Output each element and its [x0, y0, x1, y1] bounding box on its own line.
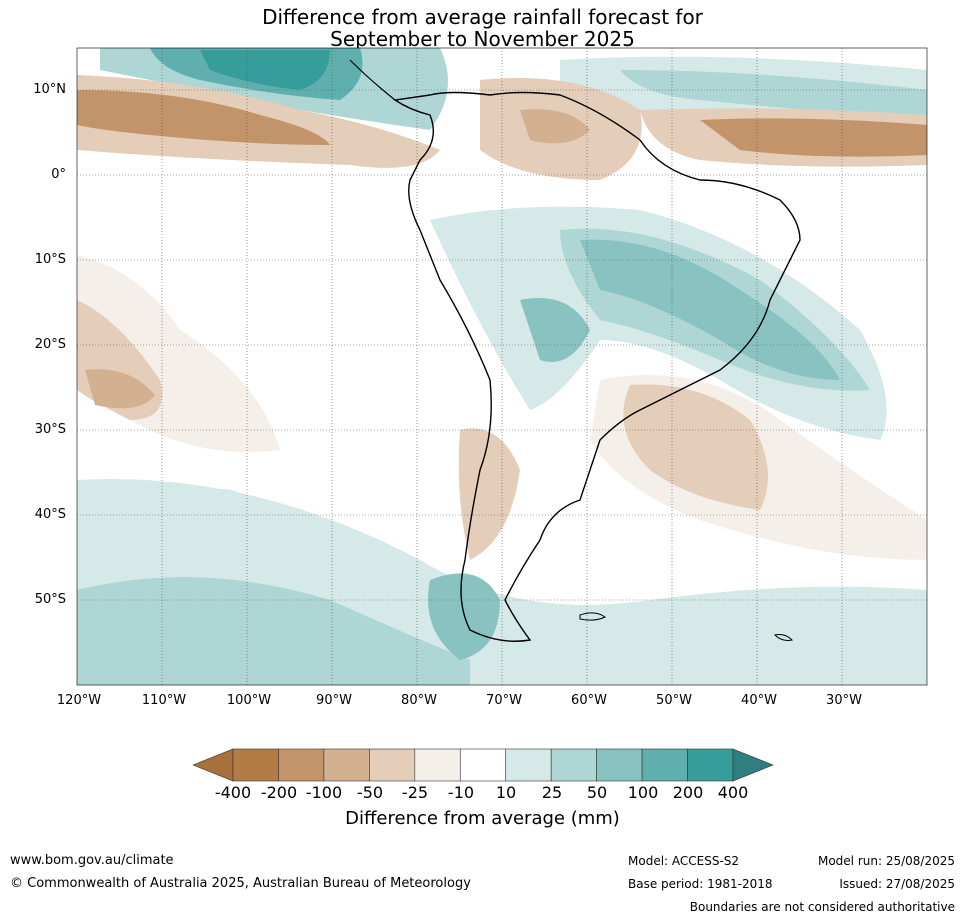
lat-label: 30°S	[34, 422, 66, 437]
footer-copyright: © Commonwealth of Australia 2025, Austra…	[10, 876, 471, 891]
colorbar-label: 25	[541, 783, 563, 802]
colorbar-label: -10	[447, 783, 475, 802]
colorbar-cell	[414, 748, 461, 782]
lat-label: 50°S	[34, 592, 66, 607]
colorbar-title: Difference from average (mm)	[345, 808, 620, 829]
anomaly-fields	[77, 48, 927, 685]
lon-label: 70°W	[486, 693, 522, 708]
footer-disclaimer: Boundaries are not considered authoritat…	[689, 900, 955, 914]
colorbar-label: -400	[214, 783, 252, 802]
map-frame	[76, 47, 928, 686]
footer-base-period: Base period: 1981-2018	[628, 877, 773, 891]
colorbar-cell	[687, 748, 734, 782]
lon-label: 80°W	[401, 693, 437, 708]
colorbar-cell	[278, 748, 325, 782]
lon-label: 60°W	[571, 693, 607, 708]
colorbar-label: 400	[717, 783, 749, 802]
lon-label: 50°W	[656, 693, 692, 708]
colorbar-label: 10	[495, 783, 517, 802]
lon-label: 110°W	[141, 693, 187, 708]
colorbar-cell	[232, 748, 279, 782]
footer-model-run: Model run: 25/08/2025	[817, 854, 955, 868]
colorbar-cell	[323, 748, 370, 782]
chart-title-line1: Difference from average rainfall forecas…	[262, 5, 703, 29]
colorbar-label: -200	[260, 783, 298, 802]
colorbar-low-extend	[192, 748, 234, 782]
colorbar-cell	[369, 748, 416, 782]
lat-label: 10°N	[33, 82, 66, 97]
lat-label: 20°S	[34, 337, 66, 352]
colorbar-label: -100	[305, 783, 343, 802]
lon-label: 100°W	[226, 693, 272, 708]
lat-label: 0°	[51, 167, 66, 182]
lat-label: 40°S	[34, 507, 66, 522]
lat-label: 10°S	[34, 252, 66, 267]
colorbar-cell	[596, 748, 643, 782]
colorbar-cell	[641, 748, 688, 782]
colorbar-cell	[459, 748, 507, 782]
lon-label: 120°W	[56, 693, 102, 708]
chart-title-line2: September to November 2025	[330, 27, 635, 51]
colorbar-label: 200	[672, 783, 704, 802]
graticule	[77, 48, 927, 685]
colorbar-label: 50	[586, 783, 608, 802]
colorbar-label: -50	[356, 783, 384, 802]
colorbar-label: 100	[627, 783, 659, 802]
coastline	[349, 59, 801, 642]
colorbar-cell	[550, 748, 597, 782]
colorbar-cell	[505, 748, 552, 782]
lon-label: 90°W	[316, 693, 352, 708]
colorbar-high-extend	[732, 748, 774, 782]
colorbar	[192, 748, 774, 782]
colorbar-label: -25	[401, 783, 429, 802]
lon-label: 30°W	[826, 693, 862, 708]
lon-label: 40°W	[741, 693, 777, 708]
footer-issued: Issued: 27/08/2025	[839, 877, 955, 891]
footer-model: Model: ACCESS-S2	[628, 854, 740, 868]
footer-url: www.bom.gov.au/climate	[10, 853, 174, 868]
